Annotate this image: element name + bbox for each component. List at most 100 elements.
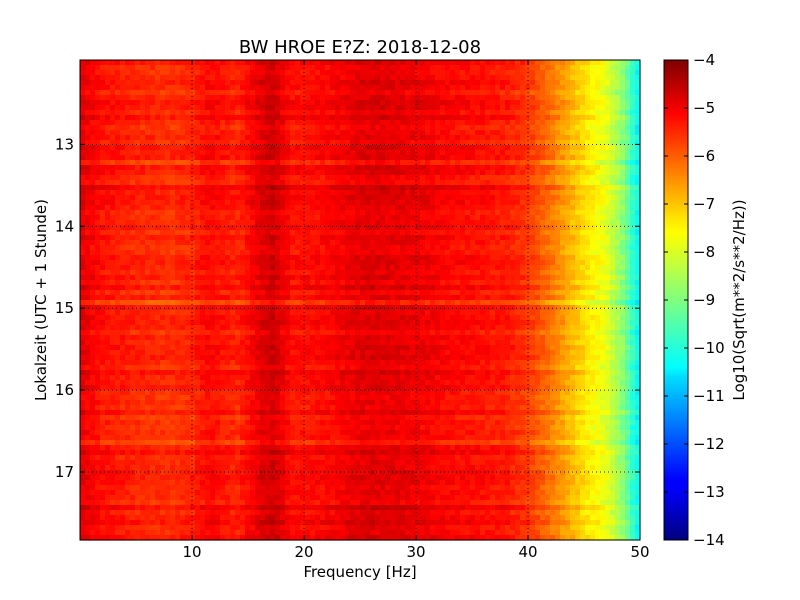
heatmap-cell (175, 135, 181, 141)
heatmap-cell (395, 155, 401, 161)
heatmap-cell (500, 190, 506, 196)
heatmap-cell (140, 240, 146, 246)
heatmap-cell (110, 255, 116, 261)
heatmap-cell (435, 255, 441, 261)
heatmap-cell (615, 155, 621, 161)
heatmap-cell (385, 175, 391, 181)
heatmap-cell (565, 240, 571, 246)
heatmap-cell (430, 145, 436, 151)
heatmap-cell (340, 170, 346, 176)
heatmap-cell (145, 155, 151, 161)
heatmap-cell (95, 70, 101, 76)
heatmap-cell (595, 65, 601, 71)
heatmap-cell (510, 205, 516, 211)
heatmap-cell (170, 180, 176, 186)
heatmap-cell (425, 165, 431, 171)
heatmap-cell (390, 170, 396, 176)
heatmap-cell (390, 150, 396, 156)
heatmap-cell (145, 205, 151, 211)
heatmap-cell (95, 195, 101, 201)
heatmap-cell (120, 180, 126, 186)
heatmap-cell (555, 105, 561, 111)
heatmap-cell (195, 225, 201, 231)
heatmap-cell (245, 90, 251, 96)
heatmap-cell (140, 220, 146, 226)
heatmap-cell (435, 145, 441, 151)
heatmap-cell (100, 170, 106, 176)
heatmap-cell (315, 130, 321, 136)
heatmap-cell (520, 125, 526, 131)
heatmap-cell (460, 235, 466, 241)
heatmap-cell (255, 180, 261, 186)
heatmap-cell (420, 245, 426, 251)
heatmap-cell (490, 85, 496, 91)
heatmap-cell (430, 245, 436, 251)
heatmap-cell (410, 135, 416, 141)
heatmap-cell (330, 120, 336, 126)
heatmap-cell (560, 185, 566, 191)
heatmap-cell (90, 230, 96, 236)
heatmap-cell (380, 80, 386, 86)
heatmap-cell (630, 195, 636, 201)
heatmap-cell (395, 220, 401, 226)
heatmap-cell (245, 110, 251, 116)
heatmap-cell (545, 100, 551, 106)
heatmap-cell (460, 210, 466, 216)
heatmap-cell (260, 250, 266, 256)
heatmap-cell (205, 205, 211, 211)
heatmap-cell (600, 65, 606, 71)
heatmap-cell (185, 135, 191, 141)
heatmap-cell (130, 70, 136, 76)
heatmap-cell (365, 180, 371, 186)
heatmap-cell (305, 195, 311, 201)
heatmap-cell (550, 100, 556, 106)
heatmap-cell (140, 150, 146, 156)
heatmap-cell (475, 175, 481, 181)
heatmap-cell (200, 205, 206, 211)
heatmap-cell (440, 135, 446, 141)
heatmap-cell (615, 250, 621, 256)
heatmap-cell (125, 245, 131, 251)
heatmap-cell (365, 115, 371, 121)
heatmap-cell (320, 175, 326, 181)
heatmap-cell (580, 240, 586, 246)
heatmap-cell (90, 265, 96, 271)
heatmap-cell (630, 130, 636, 136)
heatmap-cell (475, 190, 481, 196)
heatmap-cell (375, 180, 381, 186)
heatmap-cell (555, 150, 561, 156)
heatmap-cell (110, 265, 116, 271)
heatmap-cell (540, 160, 546, 166)
heatmap-cell (255, 205, 261, 211)
heatmap-cell (135, 80, 141, 86)
heatmap-cell (500, 250, 506, 256)
heatmap-cell (210, 90, 216, 96)
heatmap-cell (290, 180, 296, 186)
heatmap-cell (395, 185, 401, 191)
heatmap-cell (560, 135, 566, 141)
heatmap-cell (145, 245, 151, 251)
heatmap-cell (105, 275, 111, 281)
heatmap-cell (195, 70, 201, 76)
heatmap-cell (420, 185, 426, 191)
heatmap-cell (220, 180, 226, 186)
heatmap-cell (210, 165, 216, 171)
heatmap-cell (110, 65, 116, 71)
heatmap-cell (595, 255, 601, 261)
heatmap-cell (585, 275, 591, 281)
heatmap-cell (605, 160, 611, 166)
heatmap-cell (205, 130, 211, 136)
heatmap-cell (260, 185, 266, 191)
heatmap-cell (220, 250, 226, 256)
heatmap-cell (215, 85, 221, 91)
heatmap-cell (170, 110, 176, 116)
heatmap-cell (470, 270, 476, 276)
heatmap-cell (230, 220, 236, 226)
heatmap-cell (620, 230, 626, 236)
heatmap-cell (400, 65, 406, 71)
heatmap-cell (475, 75, 481, 81)
heatmap-cell (340, 250, 346, 256)
heatmap-cell (495, 170, 501, 176)
heatmap-cell (575, 245, 581, 251)
heatmap-cell (110, 130, 116, 136)
